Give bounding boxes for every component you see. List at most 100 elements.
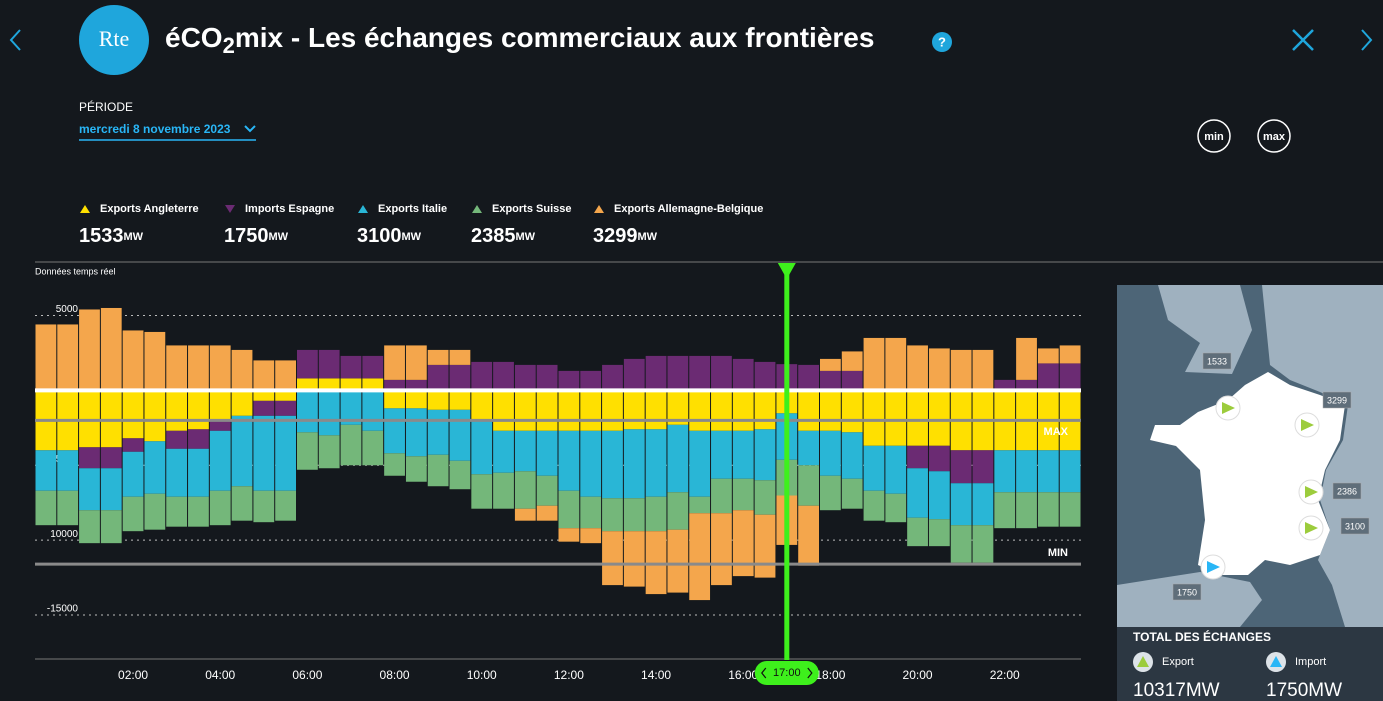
logo (79, 5, 149, 75)
bar-segment (602, 430, 623, 499)
bar-segment (35, 450, 57, 491)
map-marker-arrow (1305, 486, 1318, 498)
bar-segment (253, 400, 275, 416)
bar-segment (580, 528, 602, 544)
x-tick-label: 16:00 (728, 668, 758, 682)
bar-segment (623, 390, 645, 430)
bar-segment (558, 430, 580, 491)
bar-segment (1037, 363, 1059, 391)
bar-segment (994, 492, 1016, 529)
x-tick-label: 06:00 (292, 668, 322, 682)
bar-segment (841, 432, 863, 479)
bar-segment (623, 498, 645, 532)
legend-value: 1533MW (79, 225, 144, 247)
bar-segment (1016, 450, 1037, 493)
bar-segment (754, 361, 776, 391)
bar-segment (994, 450, 1016, 493)
bar-segment (645, 355, 667, 391)
bar-segment (122, 438, 144, 452)
bar-segment (798, 465, 819, 506)
legend-value-number: 3100 (357, 225, 402, 247)
bar-segment (798, 364, 819, 391)
bar-segment (405, 456, 427, 482)
totals-value-unit: MW (1186, 680, 1220, 701)
bar-segment (253, 390, 275, 401)
bar-segment (100, 468, 122, 511)
bar-segment (536, 505, 558, 521)
bar-segment (711, 478, 732, 514)
bar-segment (667, 390, 689, 425)
cursor-pill[interactable] (754, 661, 819, 685)
help-icon[interactable] (932, 32, 952, 52)
map-flow-box (1322, 391, 1352, 409)
cursor-handle (777, 263, 796, 279)
bar-segment (972, 525, 994, 563)
legend-icon (225, 205, 235, 213)
legend-value: 1750MW (224, 225, 289, 247)
totals-title: TOTAL DES ÉCHANGES (1133, 629, 1271, 644)
map-marker-arrow (1207, 561, 1220, 573)
legend-value-unit: MW (516, 231, 536, 243)
legend-value-unit: MW (638, 231, 658, 243)
legend-value: 2385MW (471, 225, 536, 247)
bar-segment (863, 490, 885, 521)
bar-segment (928, 471, 950, 520)
bar-segment (405, 408, 427, 457)
legend-value-unit: MW (124, 231, 144, 243)
bar-segment (449, 349, 471, 365)
bar-segment (1059, 450, 1081, 493)
bar-segment (275, 490, 296, 521)
bar-segment (427, 390, 449, 410)
date-dropdown[interactable] (244, 125, 256, 133)
bar-segment (493, 361, 514, 391)
bar-segment (79, 468, 100, 511)
totals-export-label: Export (1162, 656, 1194, 668)
legend-value-number: 1533 (79, 225, 124, 247)
bar-segment (950, 483, 972, 526)
bar-segment (580, 496, 602, 529)
bar-segment (667, 492, 689, 530)
bar-segment (253, 415, 275, 491)
bar-segment (928, 348, 950, 391)
min-button[interactable] (1197, 119, 1231, 153)
bar-segment (166, 496, 188, 527)
bar-segment (841, 351, 863, 371)
bar-segment (493, 472, 514, 509)
map-flow-box (1202, 352, 1232, 370)
map-flow-box (1332, 482, 1362, 500)
prev-arrow[interactable] (9, 29, 21, 51)
title-part: éCO (165, 22, 223, 53)
bar-segment (384, 453, 405, 476)
max-button[interactable] (1257, 119, 1291, 153)
bar-segment (711, 390, 732, 431)
bar-segment (841, 478, 863, 509)
bar-segment (602, 364, 623, 391)
bar-segment (907, 445, 928, 469)
bar-segment (57, 450, 79, 491)
bar-segment (384, 345, 405, 380)
bar-segment (645, 496, 667, 532)
bar-segment (689, 513, 711, 601)
bar-segment (340, 355, 362, 379)
bar-segment (907, 390, 928, 446)
bar-segment (602, 390, 623, 431)
bar-segment (754, 390, 776, 430)
bar-segment (144, 493, 166, 530)
map-flow-label: 3299 (1327, 395, 1347, 405)
bar-segment (514, 508, 536, 521)
bar-segment (972, 483, 994, 526)
bar-segment (689, 430, 711, 497)
bar-segment (297, 378, 318, 391)
legend-value: 3299MW (593, 225, 658, 247)
period-date[interactable]: mercredi 8 novembre 2023 (79, 122, 231, 136)
bar-segment (885, 445, 907, 494)
bar-segment (471, 474, 493, 509)
bar-segment (231, 486, 253, 521)
bar-segment (35, 490, 57, 526)
map-flow-label: 1533 (1207, 356, 1227, 366)
bar-segment (1059, 345, 1081, 364)
bar-segment (449, 409, 471, 461)
close-button[interactable] (1292, 29, 1314, 51)
next-arrow[interactable] (1361, 29, 1373, 51)
bar-segment (863, 445, 885, 491)
